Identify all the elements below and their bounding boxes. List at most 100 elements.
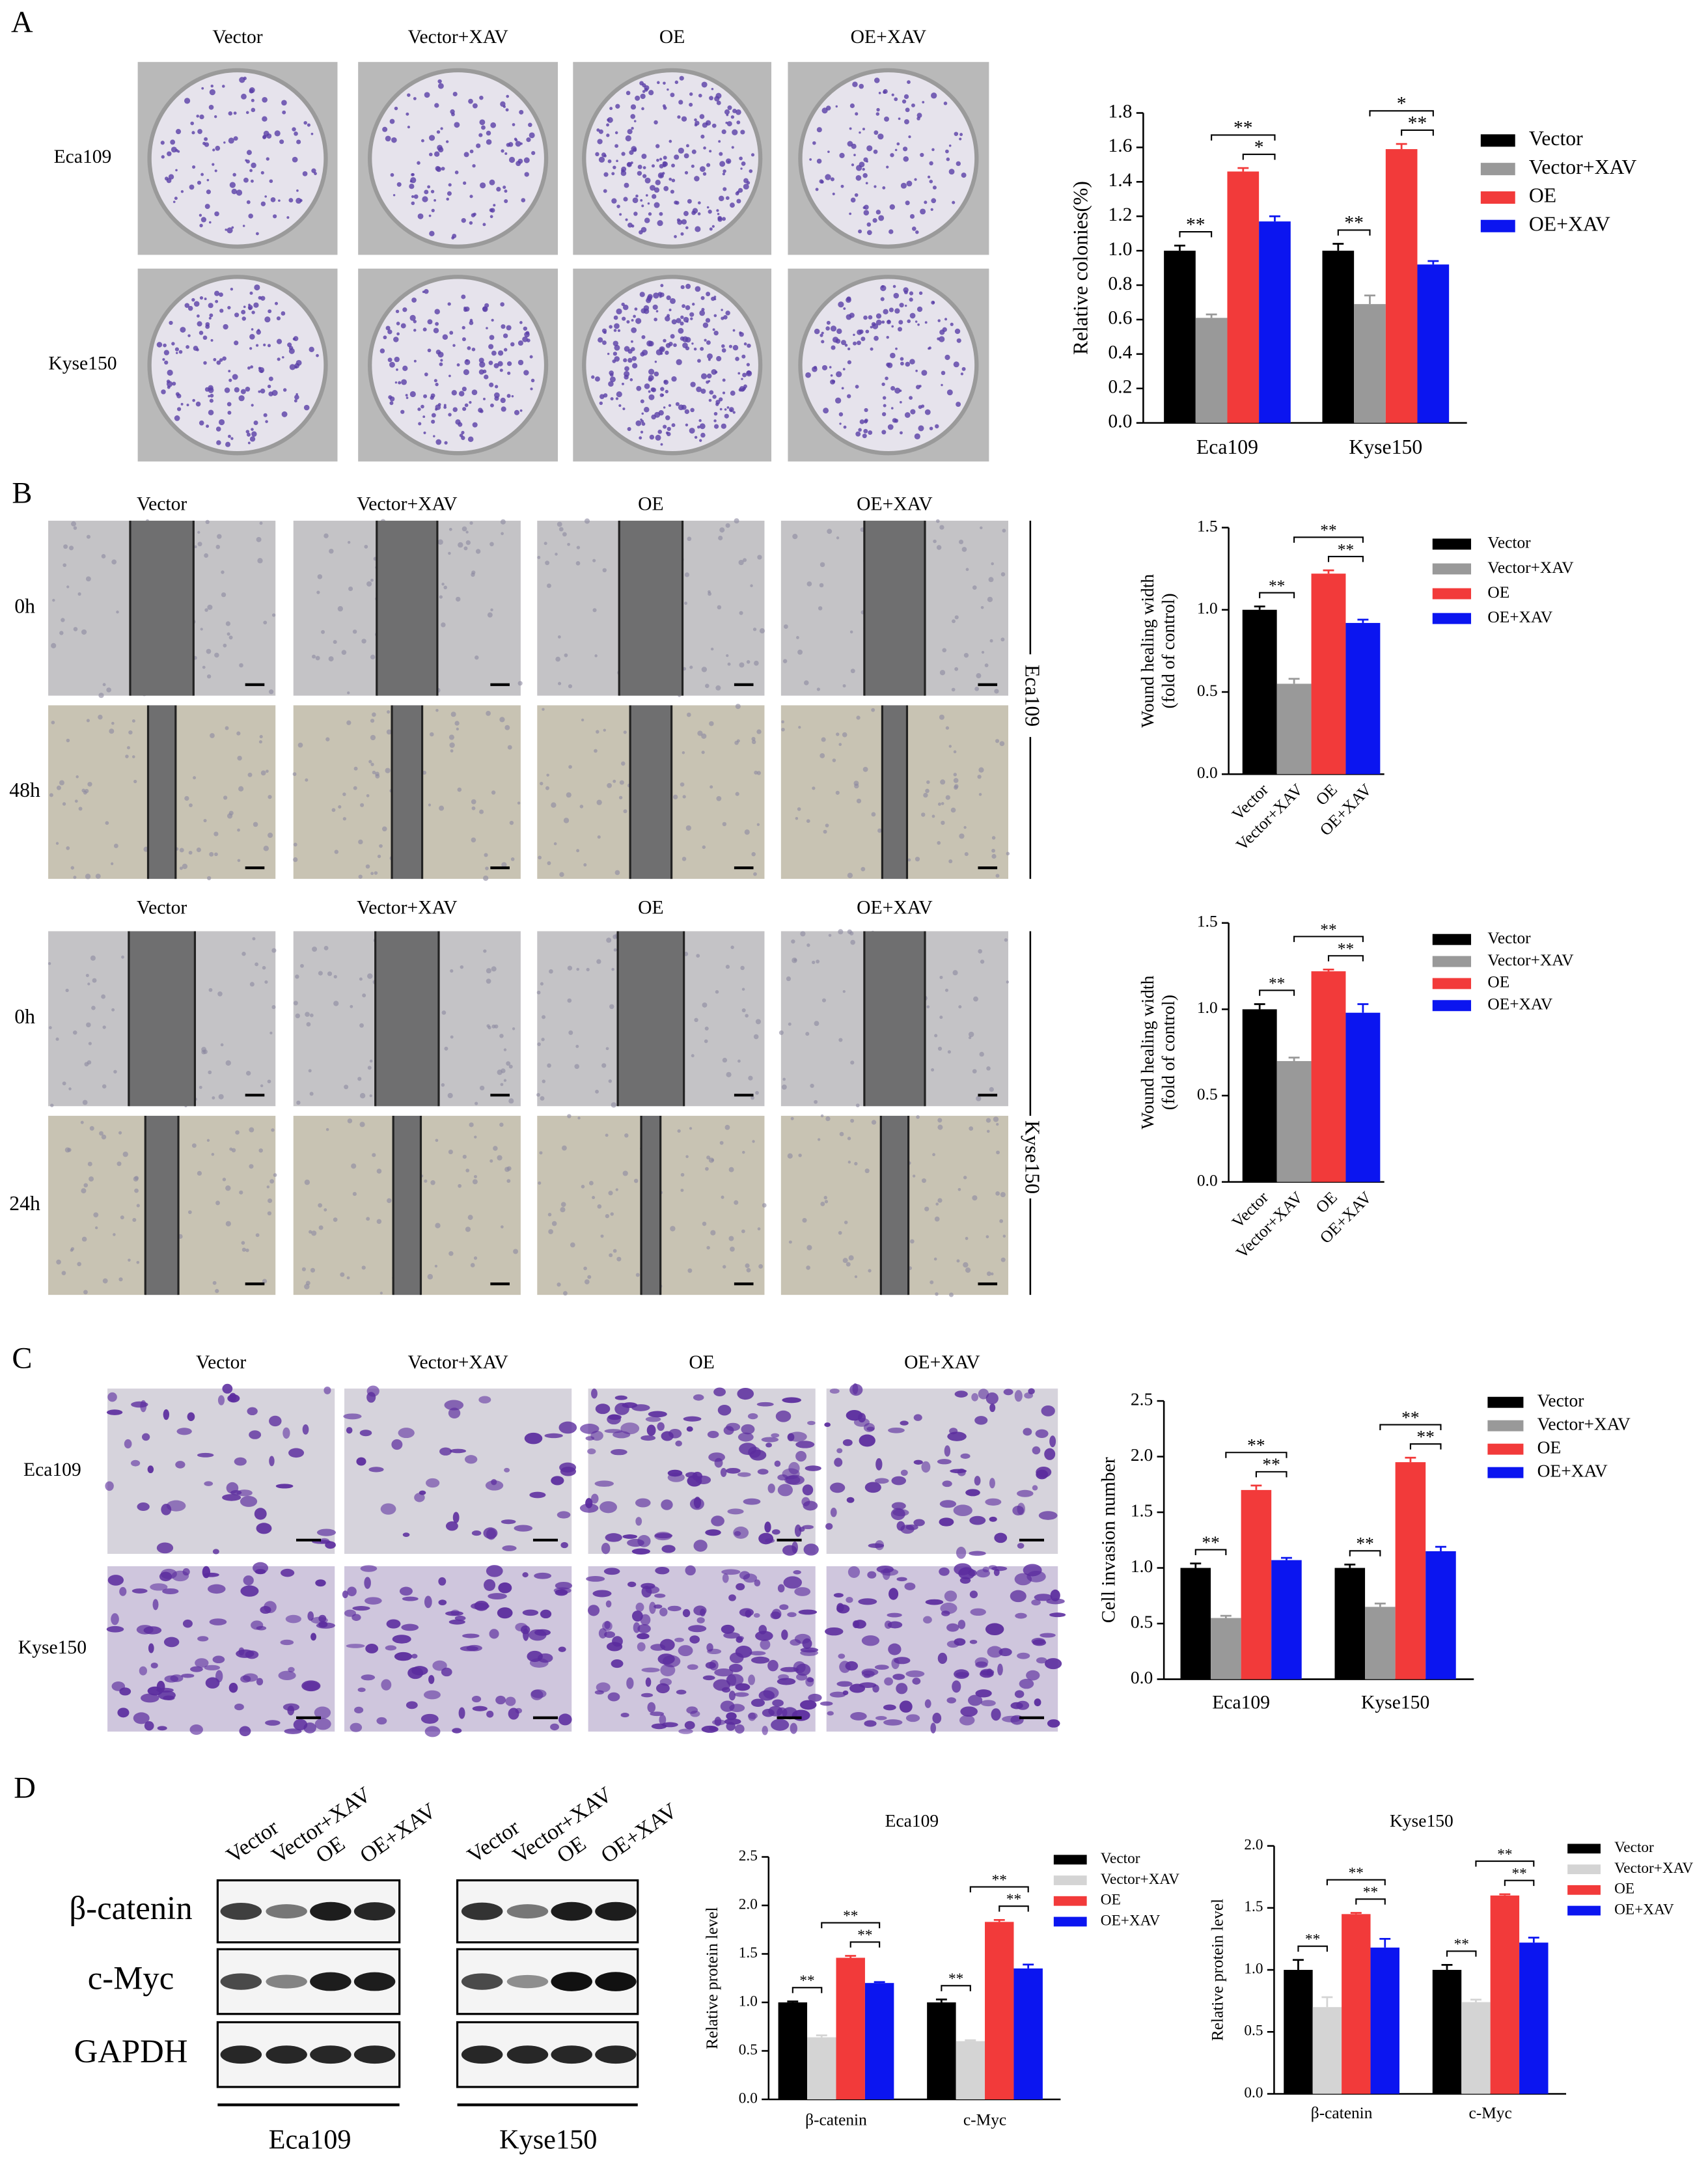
colony (607, 117, 613, 123)
colony (888, 229, 894, 234)
colony (829, 366, 832, 368)
cell-speckle (751, 740, 756, 745)
cell-speckle (718, 535, 723, 541)
colony (255, 344, 259, 347)
colony (389, 118, 395, 124)
cell-speckle (271, 613, 276, 617)
colony (713, 411, 718, 416)
colony (208, 409, 214, 415)
colony (189, 184, 195, 190)
colony (491, 318, 494, 322)
colony (832, 192, 835, 196)
colony (704, 339, 707, 342)
cell-speckle (937, 841, 941, 845)
cell-speckle (308, 1069, 312, 1073)
colony (260, 201, 266, 206)
colony (852, 81, 858, 87)
y-tick-label: 0.0 (1108, 411, 1132, 432)
colony (878, 92, 881, 94)
colony (862, 128, 865, 131)
cell-speckle (557, 635, 561, 639)
invading-cell (720, 1467, 727, 1477)
y-tick-label: 0.8 (1108, 273, 1132, 294)
cell-speckle (562, 532, 567, 537)
cell-speckle (847, 929, 852, 934)
colony (654, 371, 659, 377)
invading-cell (728, 1691, 736, 1701)
bar (1345, 1012, 1381, 1182)
colony (479, 409, 484, 413)
invading-cell (790, 1722, 797, 1734)
cell-speckle (937, 1046, 943, 1051)
colony (463, 152, 469, 158)
colony (722, 391, 726, 394)
colony (429, 230, 435, 237)
colony (599, 401, 603, 406)
y-axis-label: Relative colonies(%) (1069, 181, 1092, 355)
cell-speckle (78, 807, 83, 811)
colony (273, 214, 277, 219)
invading-cell (997, 1663, 1003, 1676)
cell-speckle (461, 526, 467, 532)
colony (624, 182, 629, 188)
colony (875, 320, 882, 325)
colony (512, 123, 516, 126)
colony (749, 169, 753, 173)
invading-cell (755, 1631, 773, 1641)
cell-speckle (262, 1279, 268, 1284)
colony (931, 92, 937, 99)
significance-label: ** (1363, 1884, 1378, 1901)
colony (665, 342, 671, 348)
invading-cell (141, 1433, 150, 1441)
invading-cell (739, 1571, 751, 1580)
legend-swatch (1487, 1420, 1524, 1431)
cell-speckle (838, 929, 844, 935)
cell-speckle (258, 1148, 263, 1153)
colony (622, 304, 629, 311)
colony (685, 283, 691, 289)
invading-cell (825, 1523, 833, 1530)
invading-cell (346, 1427, 353, 1434)
cell-speckle (685, 825, 691, 831)
invading-cell (767, 1659, 778, 1672)
band (595, 2045, 637, 2064)
colony (225, 441, 231, 447)
cell-speckle (317, 574, 323, 579)
cell-speckle (301, 1267, 306, 1271)
cell-speckle (710, 647, 714, 651)
cell-speckle (116, 610, 119, 614)
colony (178, 350, 183, 354)
bar (1195, 318, 1228, 423)
cell-speckle (567, 1114, 572, 1118)
invading-cell (726, 1712, 737, 1721)
colony (685, 144, 689, 148)
colony (903, 156, 909, 162)
colony (875, 112, 880, 116)
invading-cell (501, 1519, 516, 1525)
colony (452, 407, 458, 412)
bar (985, 1922, 1014, 2099)
wound-gap (130, 520, 194, 696)
cell-speckle (467, 1215, 473, 1221)
cell-speckle (111, 721, 115, 725)
invading-cell (222, 1494, 241, 1501)
bar (807, 2037, 836, 2099)
legend-label: OE (1537, 1437, 1562, 1457)
colony (609, 376, 616, 383)
cell-speckle (756, 823, 760, 826)
x-tick-label: c-Myc (1469, 2104, 1512, 2122)
colony (849, 103, 855, 109)
colony (956, 338, 961, 343)
invading-cell (683, 1416, 702, 1422)
cell-speckle (179, 866, 183, 870)
cell-speckle (1000, 637, 1005, 642)
colony (648, 212, 652, 216)
invading-cell (448, 1407, 461, 1419)
legend-swatch (1432, 978, 1472, 989)
colony (736, 120, 741, 124)
colony (269, 179, 273, 184)
invading-cell (202, 1566, 210, 1579)
cell-speckle (350, 1004, 353, 1008)
colony (725, 158, 732, 164)
invading-cell (347, 1586, 357, 1597)
